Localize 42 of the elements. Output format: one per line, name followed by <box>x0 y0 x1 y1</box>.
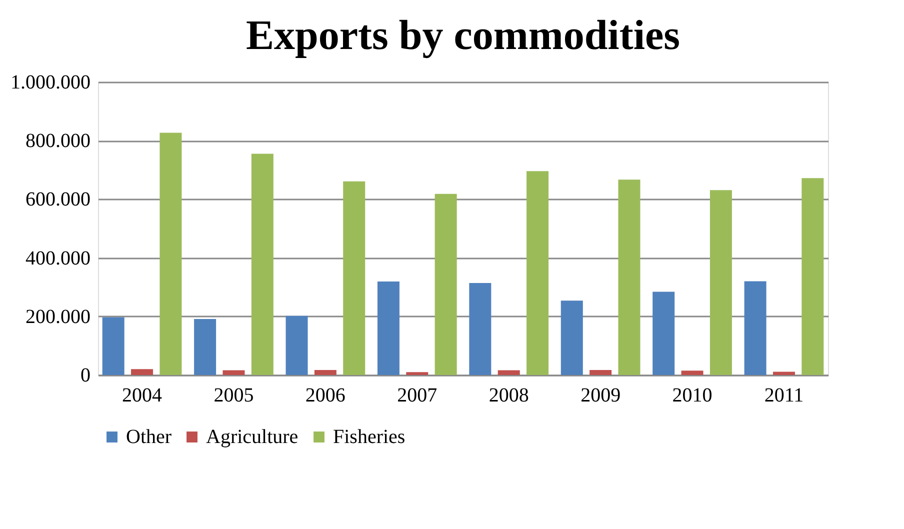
bar <box>406 372 428 375</box>
x-tick-label: 2011 <box>764 384 804 406</box>
bar <box>590 370 612 375</box>
x-tick-label: 2010 <box>672 384 712 406</box>
x-tick-label: 2009 <box>580 384 621 406</box>
bar <box>314 370 336 375</box>
legend-label: Other <box>126 426 172 448</box>
y-tick-label: 800.000 <box>26 130 90 152</box>
bar <box>802 178 824 375</box>
bar <box>772 372 795 375</box>
y-tick-label: 0 <box>80 364 90 386</box>
bar <box>286 316 308 375</box>
legend-label: Fisheries <box>333 426 406 448</box>
x-tick-label: 2006 <box>305 384 346 406</box>
y-tick-label: 600.000 <box>26 188 90 211</box>
bar <box>652 292 675 375</box>
bar <box>102 317 124 375</box>
bar <box>343 181 366 375</box>
bar <box>526 171 549 375</box>
chart-title: Exports by commodities <box>246 13 680 59</box>
bar <box>469 283 492 375</box>
bar <box>222 370 245 375</box>
bar <box>744 281 766 375</box>
bar <box>377 282 400 375</box>
y-tick-label: 1.000.000 <box>10 72 90 94</box>
bar <box>560 300 583 375</box>
legend-label: Agriculture <box>206 426 298 448</box>
bar <box>194 319 216 375</box>
x-tick-label: 2008 <box>488 384 529 406</box>
bar <box>434 194 457 375</box>
y-tick-label: 200.000 <box>26 306 90 328</box>
x-tick-label: 2007 <box>397 384 438 406</box>
bar <box>131 369 154 375</box>
bar <box>498 370 520 375</box>
x-tick-label: 2005 <box>214 384 254 406</box>
bar <box>160 132 182 375</box>
bar <box>618 180 640 375</box>
x-tick-label: 2004 <box>122 384 162 406</box>
bar <box>251 154 274 375</box>
bar <box>681 370 704 375</box>
bar <box>710 190 732 375</box>
y-tick-label: 400.000 <box>26 247 90 270</box>
